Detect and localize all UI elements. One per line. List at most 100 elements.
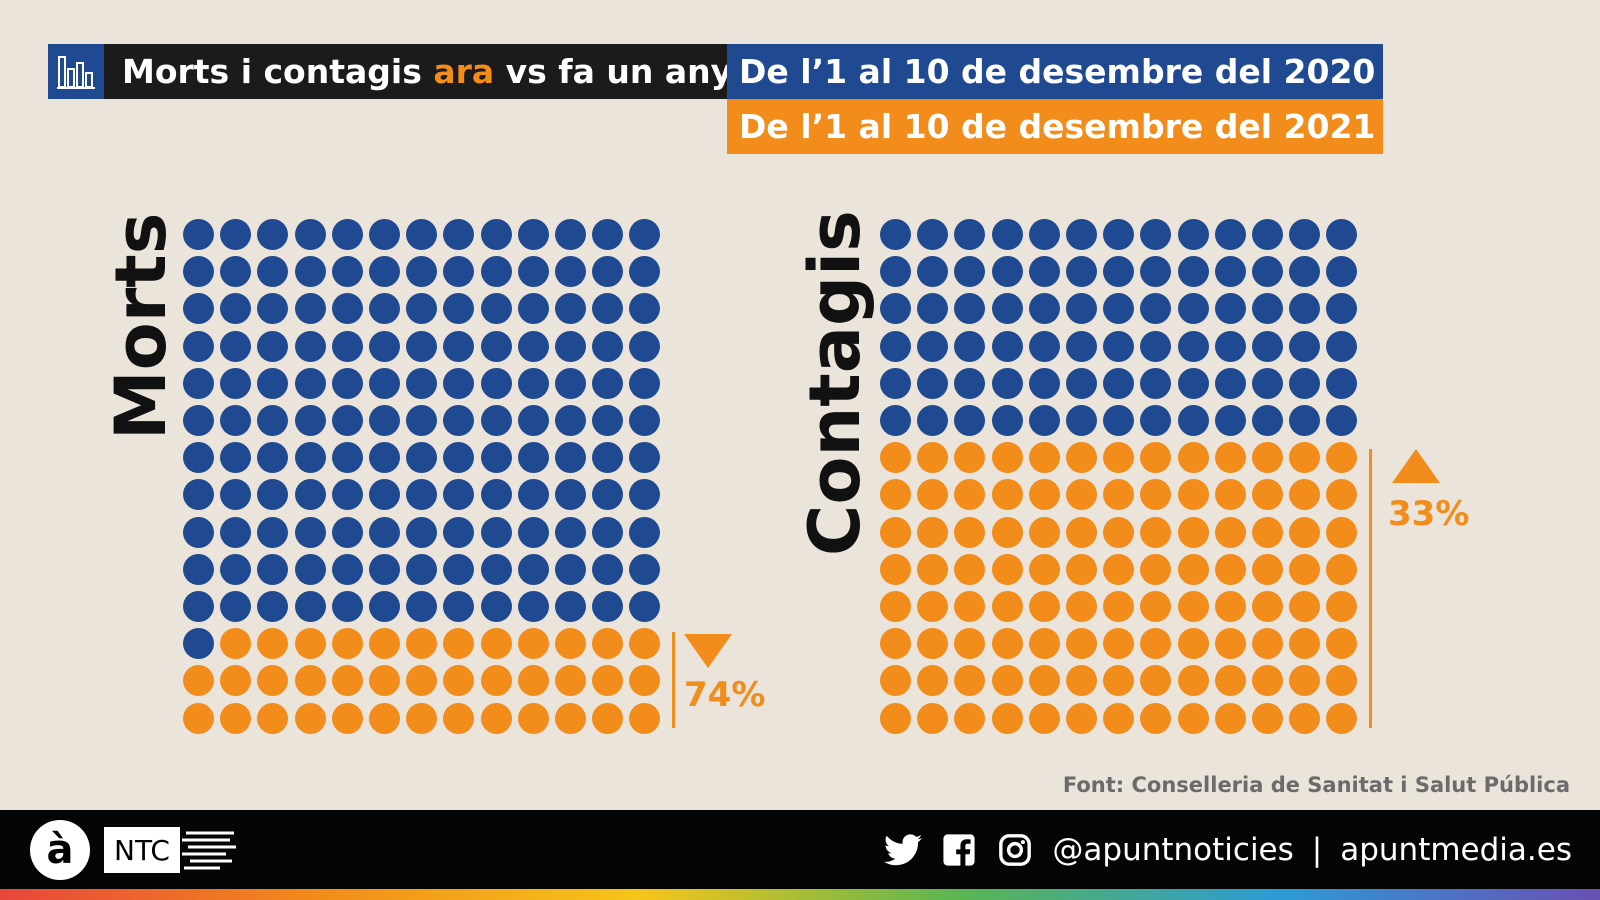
waffle-dot <box>369 702 400 734</box>
waffle-dot <box>369 330 400 362</box>
waffle-dot <box>1214 367 1246 399</box>
waffle-dot <box>1140 405 1172 436</box>
waffle-dot <box>517 405 549 436</box>
waffle-dot <box>183 293 214 325</box>
waffle-dot <box>917 591 949 622</box>
waffle-dot <box>369 628 400 660</box>
waffle-dot <box>1103 665 1135 697</box>
waffle-dot <box>1214 330 1246 362</box>
ntc-logo[interactable]: NTC <box>104 825 252 875</box>
waffle-dot <box>592 330 624 362</box>
waffle-dot <box>331 405 363 436</box>
waffle-dot <box>1103 702 1135 734</box>
ntc-lines-icon <box>181 831 236 870</box>
social-bar: @apuntnoticies | apuntmedia.es <box>884 822 1572 878</box>
waffle-dot <box>954 591 986 622</box>
website-link[interactable]: apuntmedia.es <box>1340 832 1572 868</box>
waffle-dot <box>1326 628 1358 660</box>
waffle-dot <box>880 330 911 362</box>
waffle-dot <box>1252 665 1283 697</box>
waffle-dot <box>183 591 214 622</box>
waffle-dot <box>220 219 252 250</box>
title-bar: Morts i contagis ara vs fa un any <box>48 44 747 99</box>
waffle-dot <box>880 553 911 585</box>
waffle-dot <box>294 293 326 325</box>
waffle-dot <box>1177 367 1209 399</box>
waffle-dot <box>954 702 986 734</box>
waffle-dot <box>1103 293 1135 325</box>
waffle-dot <box>1252 442 1283 474</box>
waffle-dot <box>517 367 549 399</box>
waffle-dot <box>954 330 986 362</box>
waffle-dot <box>369 367 400 399</box>
waffle-dot <box>1028 330 1060 362</box>
waffle-dot <box>1214 256 1246 288</box>
waffle-dot <box>1177 591 1209 622</box>
waffle-dot <box>917 702 949 734</box>
waffle-dot <box>954 516 986 548</box>
social-handle[interactable]: @apuntnoticies <box>1052 832 1294 868</box>
waffle-dot <box>480 702 512 734</box>
waffle-dot <box>480 591 512 622</box>
waffle-dot <box>1252 330 1283 362</box>
waffle-dot <box>220 553 252 585</box>
waffle-dot <box>555 665 586 697</box>
waffle-dot <box>555 293 586 325</box>
waffle-dot <box>629 442 661 474</box>
waffle-dot <box>917 219 949 250</box>
waffle-dot <box>1028 628 1060 660</box>
waffle-dot <box>1214 665 1246 697</box>
waffle-dot <box>1140 442 1172 474</box>
apunt-logo[interactable]: à <box>30 820 90 880</box>
waffle-dot <box>991 702 1023 734</box>
waffle-dot <box>555 219 586 250</box>
waffle-dot <box>294 479 326 511</box>
waffle-dot <box>369 553 400 585</box>
waffle-dot <box>517 665 549 697</box>
waffle-dot <box>1103 330 1135 362</box>
waffle-dot <box>331 516 363 548</box>
waffle-dot <box>406 516 438 548</box>
waffle-dot <box>294 553 326 585</box>
waffle-dot <box>1177 256 1209 288</box>
waffle-dot <box>1177 219 1209 250</box>
waffle-dot <box>954 442 986 474</box>
waffle-dot <box>629 628 661 660</box>
waffle-dot <box>1028 665 1060 697</box>
waffle-dot <box>331 293 363 325</box>
waffle-dot <box>1140 479 1172 511</box>
waffle-dot <box>1140 330 1172 362</box>
waffle-dot <box>1028 553 1060 585</box>
waffle-dot <box>443 479 475 511</box>
waffle-dot <box>880 256 911 288</box>
waffle-dot <box>406 628 438 660</box>
waffle-dot <box>991 405 1023 436</box>
waffle-dot <box>1066 591 1097 622</box>
waffle-dot <box>480 256 512 288</box>
waffle-dot <box>480 628 512 660</box>
waffle-dot <box>1177 330 1209 362</box>
waffle-dot <box>880 479 911 511</box>
chart-title: Morts i contagis ara vs fa un any <box>122 52 733 91</box>
waffle-dot <box>369 442 400 474</box>
waffle-dot <box>1252 405 1283 436</box>
waffle-dot <box>183 702 214 734</box>
waffle-dot <box>1326 702 1358 734</box>
waffle-dot <box>555 479 586 511</box>
instagram-icon[interactable] <box>996 831 1034 869</box>
waffle-dot <box>1028 293 1060 325</box>
facebook-icon[interactable] <box>940 831 978 869</box>
waffle-dot <box>480 330 512 362</box>
legend-2021: De l’1 al 10 de desembre del 2021 <box>727 99 1383 154</box>
down-arrow-icon <box>684 634 732 668</box>
waffle-dot <box>1028 479 1060 511</box>
waffle-dot <box>220 702 252 734</box>
waffle-dot <box>220 479 252 511</box>
waffle-dot <box>1066 293 1097 325</box>
waffle-dot <box>294 591 326 622</box>
waffle-dot <box>220 256 252 288</box>
waffle-dot <box>1066 330 1097 362</box>
waffle-dot <box>954 219 986 250</box>
waffle-dot <box>1177 702 1209 734</box>
twitter-icon[interactable] <box>884 831 923 869</box>
